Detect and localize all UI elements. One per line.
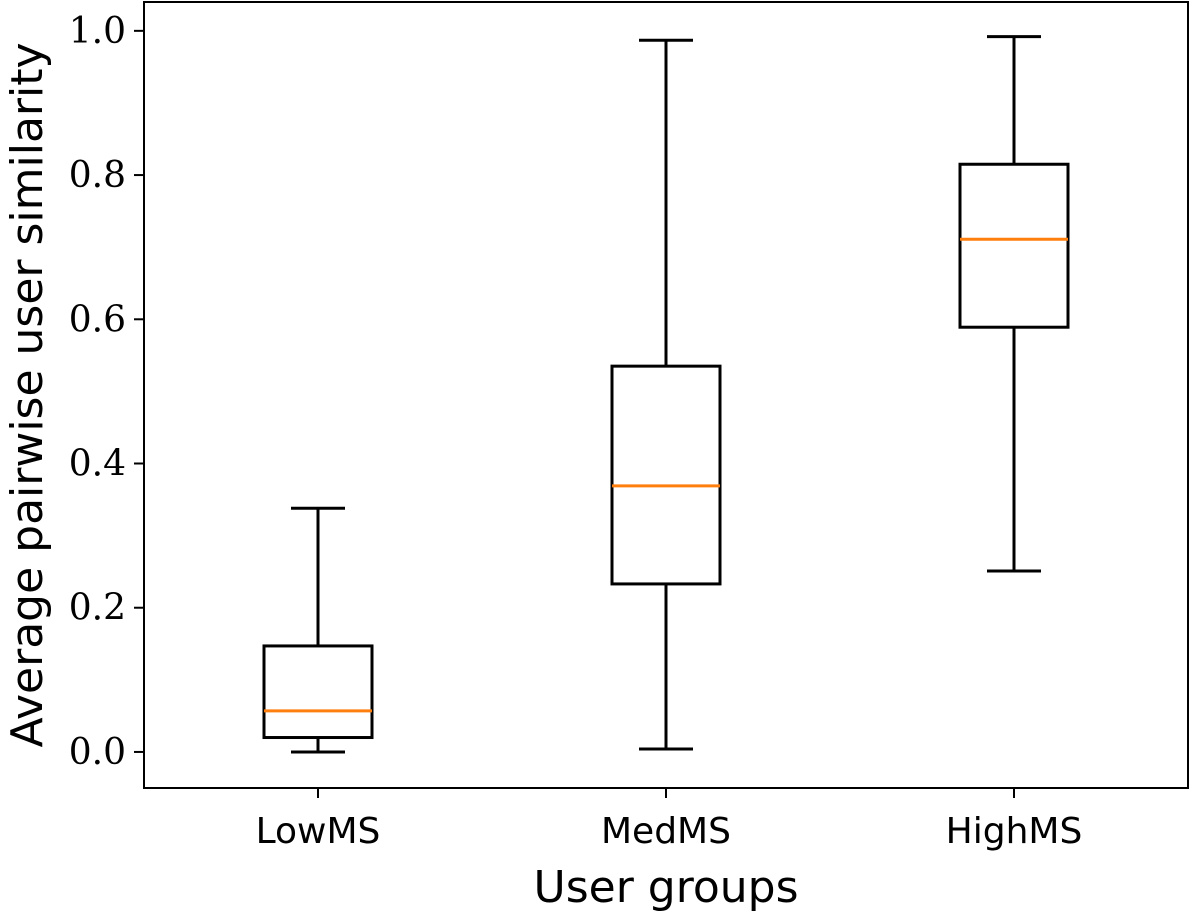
y-tick-label: 0.0 [69, 732, 126, 773]
box-lowms [262, 506, 374, 754]
iqr-box [262, 644, 374, 740]
y-tick-label: 0.2 [69, 588, 126, 629]
y-tick-label: 0.4 [69, 444, 126, 485]
x-tick-label: HighMS [946, 811, 1083, 852]
x-axis: LowMS MedMS HighMS [256, 788, 1083, 852]
y-tick-label: 0.8 [69, 155, 126, 196]
y-tick-label: 1.0 [69, 11, 126, 52]
x-tick-label: MedMS [601, 811, 731, 852]
boxes-group [262, 35, 1070, 754]
y-tick-label: 0.6 [69, 299, 126, 340]
x-axis-label: User groups [534, 862, 799, 913]
y-axis-label: Average pairwise user similarity [2, 42, 53, 747]
box-medms [610, 38, 722, 751]
x-tick-label: LowMS [256, 811, 381, 852]
box-highms [958, 35, 1070, 573]
iqr-box [958, 162, 1070, 329]
iqr-box [610, 364, 722, 586]
y-axis: 0.0 0.2 0.4 0.6 0.8 1.0 [69, 11, 144, 773]
